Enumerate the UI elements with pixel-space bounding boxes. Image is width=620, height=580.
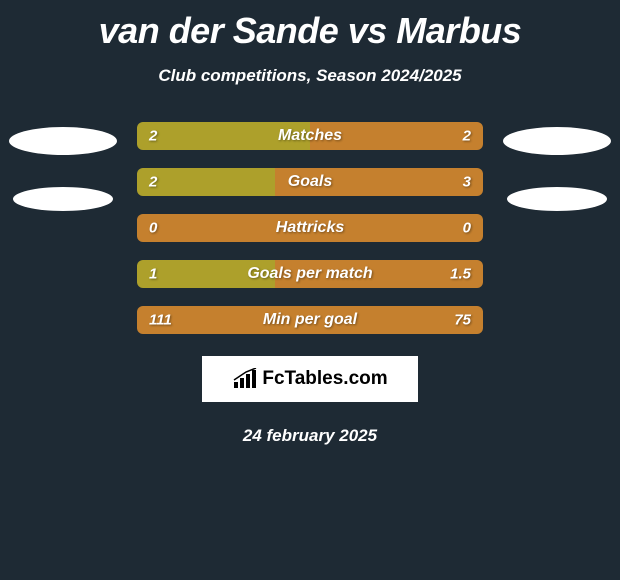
stat-bars: 2 Matches 2 2 Goals 3 0 Hattricks 0 1 Go…: [137, 122, 483, 334]
right-avatar-1: [503, 127, 611, 155]
stat-bar-goals-per-match: 1 Goals per match 1.5: [137, 260, 483, 288]
comparison-row: 2 Matches 2 2 Goals 3 0 Hattricks 0 1 Go…: [0, 122, 620, 334]
stat-right-value: 1.5: [450, 266, 471, 283]
stat-left-value: 0: [149, 220, 157, 237]
stat-left-value: 2: [149, 128, 157, 145]
logo-text: FcTables.com: [262, 368, 387, 390]
page-title: van der Sande vs Marbus: [0, 0, 620, 52]
stat-label: Goals: [288, 173, 332, 191]
stat-bar-min-per-goal: 111 Min per goal 75: [137, 306, 483, 334]
left-avatar-col: [9, 122, 117, 211]
stat-right-value: 75: [454, 312, 471, 329]
logo-box: FcTables.com: [202, 356, 418, 402]
right-avatar-2: [507, 187, 607, 211]
stat-bar-hattricks: 0 Hattricks 0: [137, 214, 483, 242]
stat-left-value: 111: [149, 312, 172, 329]
stat-label: Matches: [278, 127, 342, 145]
stat-left-value: 2: [149, 174, 157, 191]
stat-label: Min per goal: [263, 311, 357, 329]
left-avatar-1: [9, 127, 117, 155]
left-avatar-2: [13, 187, 113, 211]
bar-left-fill: [137, 168, 275, 196]
stat-right-value: 2: [463, 128, 471, 145]
stat-bar-goals: 2 Goals 3: [137, 168, 483, 196]
chart-icon: [232, 368, 258, 390]
right-avatar-col: [503, 122, 611, 211]
page-date: 24 february 2025: [0, 426, 620, 446]
stat-label: Goals per match: [247, 265, 372, 283]
stat-label: Hattricks: [276, 219, 344, 237]
page-subtitle: Club competitions, Season 2024/2025: [0, 66, 620, 86]
stat-right-value: 3: [463, 174, 471, 191]
stat-left-value: 1: [149, 266, 157, 283]
stat-right-value: 0: [463, 220, 471, 237]
stat-bar-matches: 2 Matches 2: [137, 122, 483, 150]
